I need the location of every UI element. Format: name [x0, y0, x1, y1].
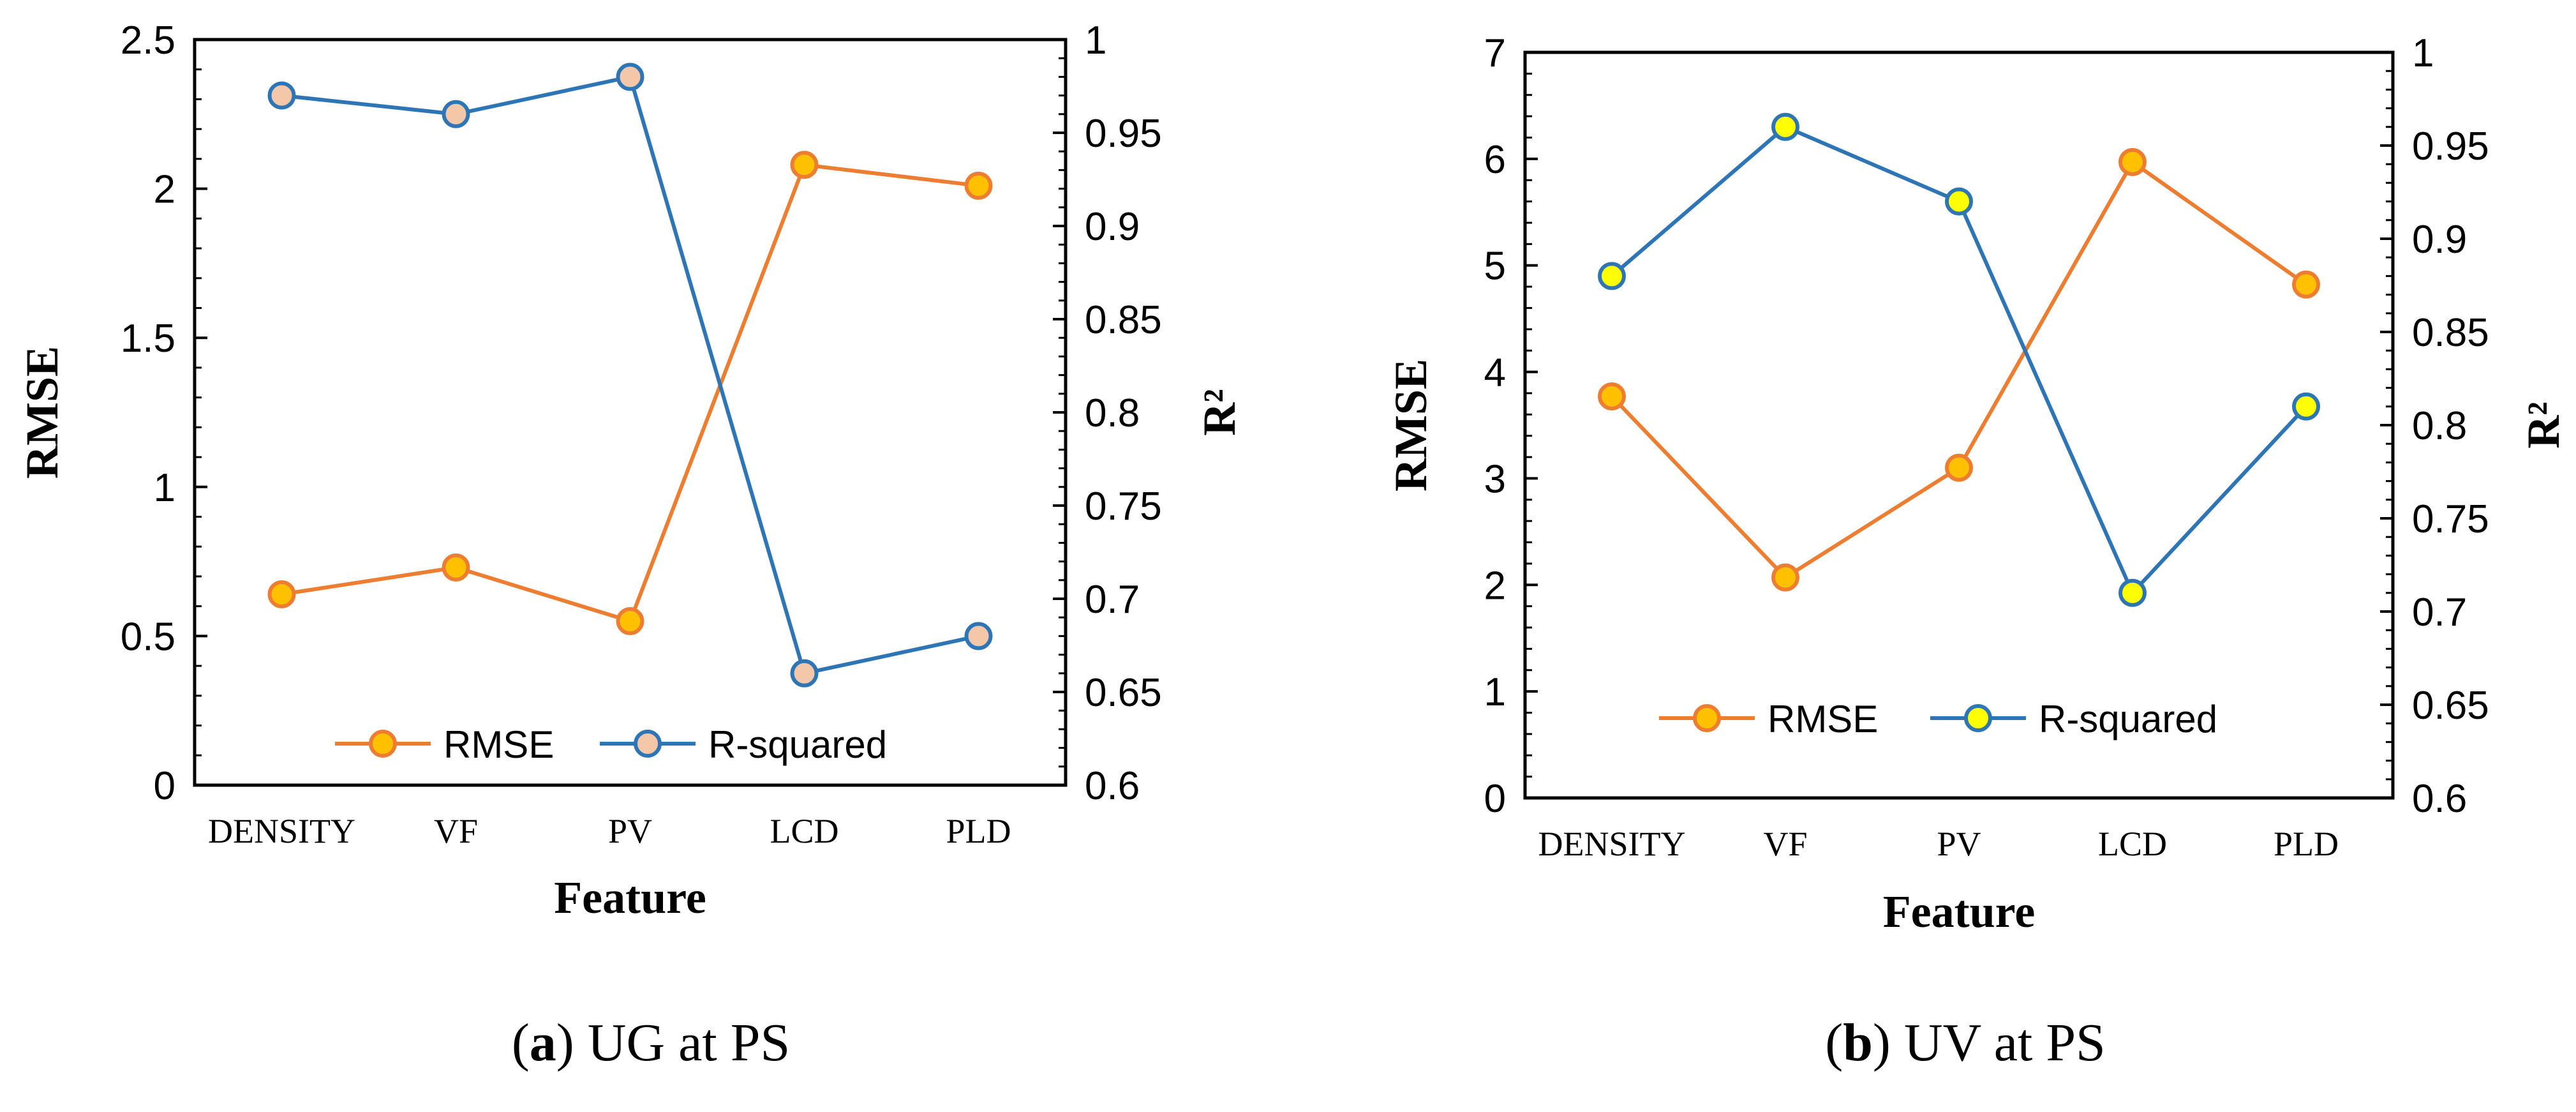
ytick-right-label-b: 1 [2412, 31, 2434, 75]
point-b-rmse-density [1598, 382, 1626, 410]
point-a-rmse-vf [442, 553, 470, 582]
legend-label-a-r-squared: R-squared [708, 723, 887, 766]
ytick-right-label-b: 0.65 [2412, 684, 2489, 728]
caption-a-letter: a [529, 1013, 556, 1072]
x-axis-label-b: Feature [1883, 886, 2036, 937]
series-line-a-rmse [281, 162, 979, 624]
ytick-right-label-a: 0.75 [1085, 485, 1162, 529]
point-b-r-squared-lcd [2118, 578, 2147, 607]
point-a-rmse-pv [616, 607, 644, 636]
ytick-left-label-a: 0.5 [121, 615, 175, 659]
point-b-r-squared-pld [2292, 392, 2320, 421]
ytick-left-label-a: 2 [154, 168, 175, 212]
plot-frame-a [193, 38, 1068, 787]
ytick-left-label-b: 2 [1484, 564, 1506, 608]
ytick-left-label-b: 7 [1484, 31, 1506, 75]
point-a-r-squared-pld [964, 622, 993, 650]
y-axis-left-label-a: RMSE [17, 346, 68, 479]
ytick-right-label-b: 0.95 [2412, 124, 2489, 169]
xtick-label-a-density: DENSITY [208, 812, 355, 850]
point-b-rmse-pld [2292, 270, 2320, 299]
point-b-r-squared-density [1598, 262, 1626, 290]
ytick-right-label-b: 0.7 [2412, 590, 2467, 635]
ytick-right-label-b: 0.8 [2412, 404, 2467, 448]
point-a-rmse-pld [964, 171, 993, 200]
point-a-rmse-density [267, 580, 296, 608]
y-axis-right-label-a: R² [1194, 389, 1245, 436]
ytick-left-label-a: 1.5 [121, 317, 175, 361]
xtick-label-b-density: DENSITY [1538, 825, 1686, 863]
point-a-r-squared-density [267, 81, 296, 110]
ytick-left-label-a: 1 [154, 466, 175, 510]
series-line-a-r-squared [281, 74, 979, 676]
point-b-rmse-pv [1945, 453, 1973, 482]
ytick-right-label-b: 0.9 [2412, 218, 2467, 262]
ytick-right-label-b: 0.85 [2412, 311, 2489, 355]
legend-marker-b-r-squared [1964, 704, 1992, 732]
x-axis-label-a: Feature [554, 872, 706, 923]
point-a-rmse-lcd [790, 151, 819, 179]
caption-a-text: UG at PS [574, 1013, 791, 1072]
point-a-r-squared-vf [442, 100, 470, 128]
ytick-left-label-a: 0 [154, 764, 175, 808]
xtick-label-a-pld: PLD [946, 812, 1011, 850]
ytick-left-label-a: 2.5 [121, 19, 175, 63]
ytick-left-label-b: 5 [1484, 244, 1506, 289]
xtick-label-a-pv: PV [608, 812, 652, 850]
y-axis-right-label-b: R² [2518, 402, 2569, 449]
ytick-right-label-a: 1 [1085, 19, 1106, 63]
ytick-left-label-b: 1 [1484, 670, 1506, 714]
caption-a: (a) UG at PS [511, 1013, 791, 1072]
xtick-label-a-lcd: LCD [770, 812, 839, 850]
legend-label-b-rmse: RMSE [1768, 698, 1878, 740]
ytick-right-label-a: 0.7 [1085, 578, 1140, 622]
legend-marker-b-rmse [1693, 704, 1721, 732]
point-b-r-squared-vf [1771, 112, 1799, 141]
xtick-label-a-vf: VF [434, 812, 478, 850]
point-b-rmse-vf [1771, 563, 1799, 592]
xtick-label-b-lcd: LCD [2098, 825, 2167, 863]
xtick-label-b-pv: PV [1937, 825, 1981, 863]
caption-b-letter: b [1843, 1013, 1873, 1072]
ytick-right-label-a: 0.8 [1085, 391, 1140, 435]
point-a-r-squared-pv [616, 63, 644, 91]
series-line-b-rmse [1610, 159, 2307, 580]
ytick-right-label-a: 0.95 [1085, 112, 1162, 156]
ytick-left-label-b: 4 [1484, 351, 1506, 395]
ytick-right-label-a: 0.9 [1085, 205, 1140, 249]
ytick-right-label-a: 0.6 [1085, 764, 1140, 808]
point-a-r-squared-lcd [790, 659, 819, 687]
xtick-label-b-pld: PLD [2274, 825, 2339, 863]
ytick-right-label-a: 0.65 [1085, 671, 1162, 715]
ytick-right-label-a: 0.85 [1085, 298, 1162, 342]
legend-marker-a-rmse [369, 730, 397, 758]
caption-b-text: UV at PS [1890, 1013, 2106, 1072]
ytick-right-label-b: 0.6 [2412, 777, 2467, 821]
xtick-label-b-vf: VF [1763, 825, 1807, 863]
point-b-rmse-lcd [2118, 147, 2147, 176]
ytick-right-label-b: 0.75 [2412, 497, 2489, 541]
ytick-left-label-b: 0 [1484, 777, 1506, 821]
plot-frame-b [1523, 50, 2395, 800]
y-axis-left-label-b: RMSE [1385, 359, 1436, 492]
legend-marker-a-r-squared [634, 730, 662, 758]
legend-label-b-r-squared: R-squared [2039, 698, 2217, 740]
legend-label-a-rmse: RMSE [443, 723, 554, 766]
ytick-left-label-b: 6 [1484, 138, 1506, 182]
ytick-left-label-b: 3 [1484, 457, 1506, 501]
point-b-r-squared-pv [1945, 187, 1973, 216]
caption-b: (b) UV at PS [1825, 1013, 2106, 1072]
